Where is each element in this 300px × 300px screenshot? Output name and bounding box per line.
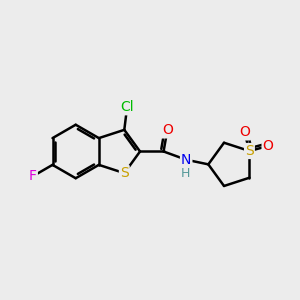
Text: Cl: Cl: [120, 100, 134, 114]
Text: O: O: [239, 125, 250, 140]
Text: F: F: [29, 169, 37, 183]
Text: S: S: [120, 166, 129, 180]
Text: N: N: [181, 153, 191, 167]
Text: S: S: [245, 144, 254, 158]
Text: O: O: [262, 139, 274, 153]
Text: O: O: [162, 123, 173, 137]
Text: H: H: [180, 167, 190, 179]
